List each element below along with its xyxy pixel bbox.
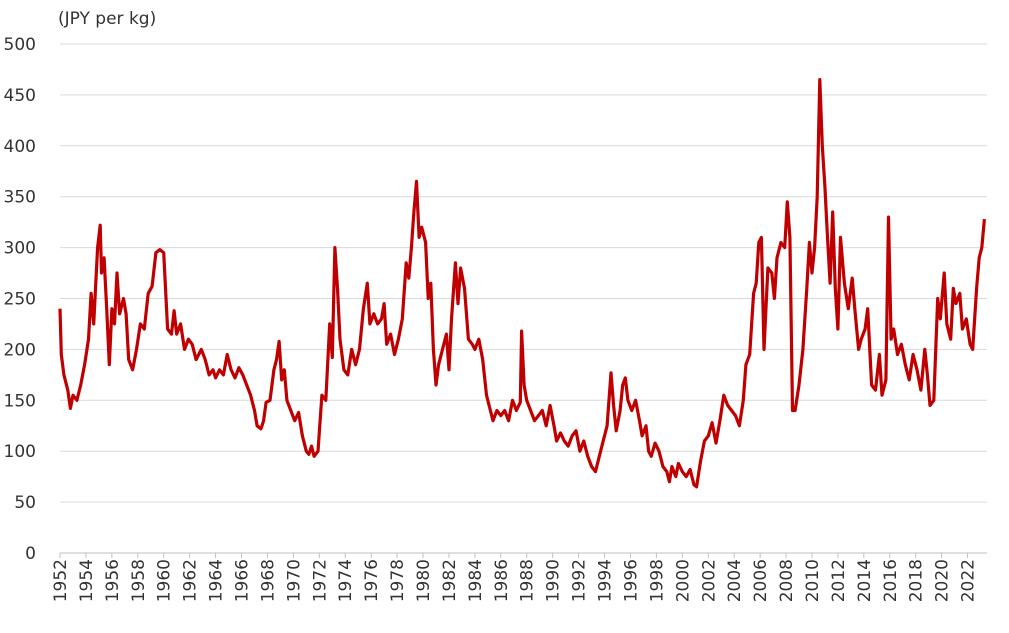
y-axis-label: (JPY per kg) — [58, 9, 156, 29]
x-tick-label: 1988 — [518, 559, 538, 602]
x-tick-label: 1996 — [621, 559, 641, 602]
y-tick-label: 150 — [4, 391, 36, 411]
y-tick-label: 400 — [4, 137, 36, 157]
x-tick-label: 1970 — [284, 559, 304, 602]
x-tick-label: 2014 — [855, 559, 875, 602]
x-tick-label: 1974 — [336, 559, 356, 602]
y-tick-label: 450 — [4, 86, 36, 106]
y-tick-label: 50 — [14, 493, 36, 513]
y-tick-label: 100 — [4, 442, 36, 462]
x-tick-label: 2008 — [777, 559, 797, 602]
x-tick-label: 2012 — [829, 559, 849, 602]
x-tick-label: 1956 — [103, 559, 123, 602]
x-tick-label: 1982 — [440, 559, 460, 602]
y-tick-label: 300 — [4, 239, 36, 259]
x-tick-label: 1992 — [570, 559, 590, 602]
y-tick-label: 0 — [25, 544, 36, 564]
y-tick-label: 250 — [4, 290, 36, 310]
x-tick-label: 1954 — [77, 559, 97, 602]
x-tick-label: 2002 — [699, 559, 719, 602]
x-tick-label: 1958 — [129, 559, 149, 602]
y-tick-label: 200 — [4, 340, 36, 360]
y-tick-label: 350 — [4, 188, 36, 208]
x-tick-label: 1962 — [181, 559, 201, 602]
x-tick-label: 2010 — [803, 559, 823, 602]
x-tick-label: 1990 — [544, 559, 564, 602]
x-tick-label: 2006 — [751, 559, 771, 602]
y-tick-label: 500 — [4, 35, 36, 55]
x-tick-label: 1984 — [466, 559, 486, 602]
x-tick-label: 2018 — [907, 559, 927, 602]
x-tick-label: 1960 — [155, 559, 175, 602]
data-line — [58, 78, 986, 489]
x-tick-label: 1952 — [51, 559, 71, 602]
x-tick-label: 2016 — [881, 559, 901, 602]
x-tick-label: 1968 — [258, 559, 278, 602]
x-tick-label: 1964 — [207, 559, 227, 602]
x-tick-label: 1966 — [233, 559, 253, 602]
x-tick-label: 1980 — [414, 559, 434, 602]
x-tick-label: 1978 — [388, 559, 408, 602]
x-tick-label: 2000 — [673, 559, 693, 602]
x-tick-label: 1994 — [596, 559, 616, 602]
x-tick-label: 1972 — [310, 559, 330, 602]
x-tick-label: 1986 — [492, 559, 512, 602]
x-tick-label: 1998 — [647, 559, 667, 602]
x-tick-label: 1976 — [362, 559, 382, 602]
x-tick-label: 2022 — [959, 559, 979, 602]
x-tick-label: 2004 — [725, 559, 745, 602]
x-tick-label: 2020 — [933, 559, 953, 602]
